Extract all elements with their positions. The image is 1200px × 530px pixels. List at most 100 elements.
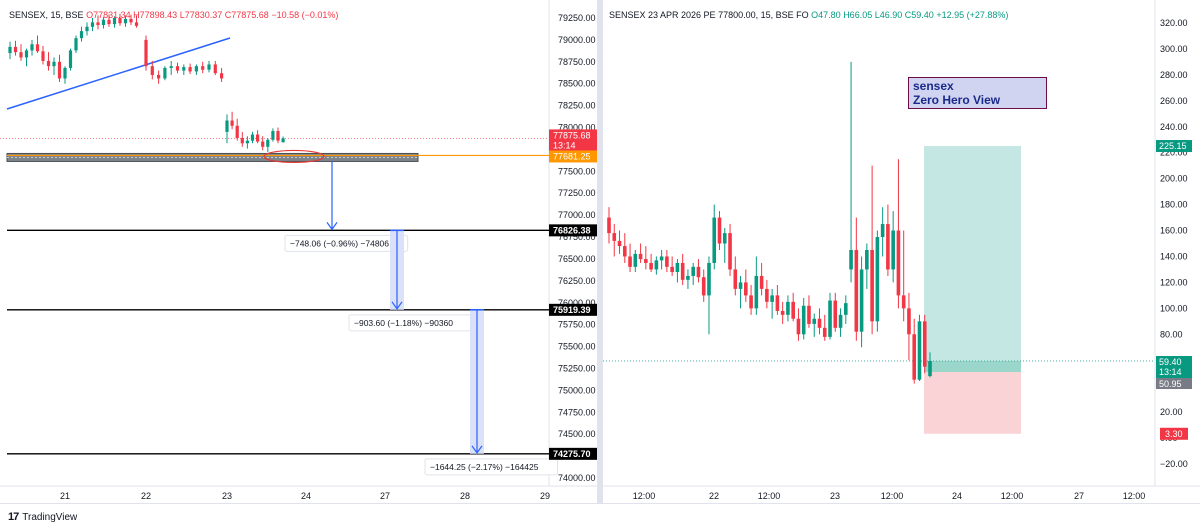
right-candle-body — [654, 260, 659, 270]
right-candle-body — [707, 262, 711, 296]
right-legend: SENSEX 23 APR 2026 PE 77800.00, 15, BSE … — [609, 10, 1008, 20]
left-y-tick-label: 75000.00 — [558, 385, 596, 395]
right-candle-body — [680, 262, 685, 280]
right-candle-body — [754, 275, 759, 309]
left-low: L77830.37 — [179, 10, 223, 20]
level1-price-tag — [549, 224, 597, 237]
right-x-tick-label: 22 — [709, 491, 719, 501]
left-open: O77831.34 — [86, 10, 131, 20]
right-candle-body — [870, 249, 874, 322]
left-y-tick-label: 74000.00 — [558, 473, 596, 483]
left-candle-body — [107, 19, 111, 25]
right-x-tick-label: 12:00 — [758, 491, 781, 501]
right-y-tick-label: 180.00 — [1160, 200, 1188, 210]
right-candle-body — [675, 262, 680, 273]
left-candle-body — [41, 51, 45, 61]
right-candle-body — [907, 308, 911, 335]
tradingview-brand[interactable]: 17 TradingView — [8, 511, 77, 523]
left-y-tick-label: 77250.00 — [558, 188, 596, 198]
left-candle-body — [194, 66, 198, 72]
left-y-tick-label: 74500.00 — [558, 429, 596, 439]
left-chart-pane[interactable]: 79250.00 79000.00 78750.00 78500.00 78250.00… — [0, 0, 597, 503]
option-current-price-label: 59.40 — [1159, 357, 1182, 367]
current-price-timer: 13:14 — [553, 140, 576, 150]
left-candle-body — [276, 131, 280, 141]
left-candle-body — [79, 31, 84, 39]
right-candle-body — [638, 253, 643, 260]
pane-divider[interactable] — [597, 0, 603, 503]
right-y-tick-label: 120.00 — [1160, 277, 1188, 287]
left-legend: SENSEX, 15, BSE O77831.34 H77898.43 L778… — [9, 10, 338, 20]
left-candle-body — [101, 19, 106, 26]
right-y-tick-label: 220.00 — [1160, 148, 1188, 158]
left-y-tick-label: 76750.00 — [558, 232, 596, 242]
right-y-tick-label: 160.00 — [1160, 226, 1188, 236]
left-candle-body — [157, 74, 161, 79]
left-candle-body — [182, 67, 186, 71]
left-candle-body — [207, 64, 211, 70]
right-chart-pane[interactable]: 320.00 300.00 280.00 260.00 240.00 220.00 200.… — [603, 0, 1200, 503]
left-symbol: SENSEX, 15, BSE — [9, 10, 84, 20]
support-highlight-ellipse — [263, 149, 325, 164]
option-current-price-timer: 13:14 — [1159, 367, 1182, 377]
right-symbol: SENSEX 23 APR 2026 PE 77800.00, 15, BSE … — [609, 10, 809, 20]
right-x-tick-label: 24 — [952, 491, 962, 501]
right-candle-body — [628, 256, 632, 267]
right-candle-body — [728, 233, 732, 270]
left-candle-body — [175, 66, 180, 71]
right-candle-body — [622, 246, 627, 257]
measure-arrowhead-3 — [471, 445, 483, 454]
right-candle-body — [859, 269, 864, 332]
right-candle-body — [722, 233, 727, 244]
entry-price-label: 50.95 — [1159, 379, 1182, 389]
left-x-tick-label: 23 — [222, 491, 232, 501]
support-price-tag — [549, 150, 597, 163]
right-x-tick-label: 12:00 — [633, 491, 656, 501]
left-x-tick-label: 28 — [460, 491, 470, 501]
right-x-tick-label: 12:00 — [1001, 491, 1024, 501]
right-y-tick-label: 260.00 — [1160, 96, 1188, 106]
right-candle-body — [612, 233, 617, 241]
left-candle-body — [240, 138, 244, 144]
left-candle-body — [150, 66, 154, 75]
left-y-tick-label: 78750.00 — [558, 57, 596, 67]
level3-price-tag — [549, 447, 597, 460]
right-candle-body — [633, 253, 638, 267]
option-price-chart[interactable]: 320.00 300.00 280.00 260.00 240.00 220.00 200.… — [603, 0, 1200, 503]
zero-hero-watermark: sensex Zero Hero View — [908, 77, 1047, 109]
left-candle-body — [271, 131, 275, 140]
right-candle-body — [865, 249, 869, 270]
right-close: C59.40 — [904, 10, 934, 20]
left-candle-body — [46, 60, 51, 67]
watermark-line1: sensex — [913, 79, 954, 93]
right-candle-body — [828, 300, 832, 337]
left-candle-body — [201, 66, 205, 70]
left-candle-body — [96, 22, 100, 26]
left-y-tick-label: 74750.00 — [558, 407, 596, 417]
stop-price-label: 3.30 — [1165, 429, 1183, 439]
right-candle-body — [670, 266, 674, 273]
left-y-tick-label: 75500.00 — [558, 342, 596, 352]
left-candle-body — [19, 52, 23, 58]
measure-label-2: −903.60 (−1.18%) −90360 — [354, 318, 453, 328]
right-low: L46.90 — [874, 10, 903, 20]
right-high: H66.05 — [843, 10, 873, 20]
right-y-tick-label: 100.00 — [1160, 303, 1188, 313]
right-candle-body — [691, 266, 695, 276]
measure-arrowhead-1 — [326, 222, 338, 231]
sensex-price-chart[interactable]: 79250.00 79000.00 78750.00 78500.00 78250.00… — [0, 0, 597, 503]
left-x-tick-label: 24 — [301, 491, 311, 501]
right-candle-body — [812, 318, 817, 324]
left-y-tick-label: 76000.00 — [558, 298, 596, 308]
left-y-tick-label: 79000.00 — [558, 35, 596, 45]
left-candle-body — [281, 138, 285, 143]
level2-price-label: 75919.39 — [553, 305, 591, 315]
watermark-line2: Zero Hero View — [913, 93, 1001, 107]
left-x-tick-label: 29 — [540, 491, 550, 501]
level1-price-label: 76826.38 — [553, 225, 591, 235]
right-candle-body — [649, 262, 653, 270]
right-candle-body — [607, 217, 611, 234]
right-candle-body — [849, 249, 853, 270]
right-candle-body — [833, 300, 838, 328]
measure-label-box-3 — [424, 458, 558, 476]
